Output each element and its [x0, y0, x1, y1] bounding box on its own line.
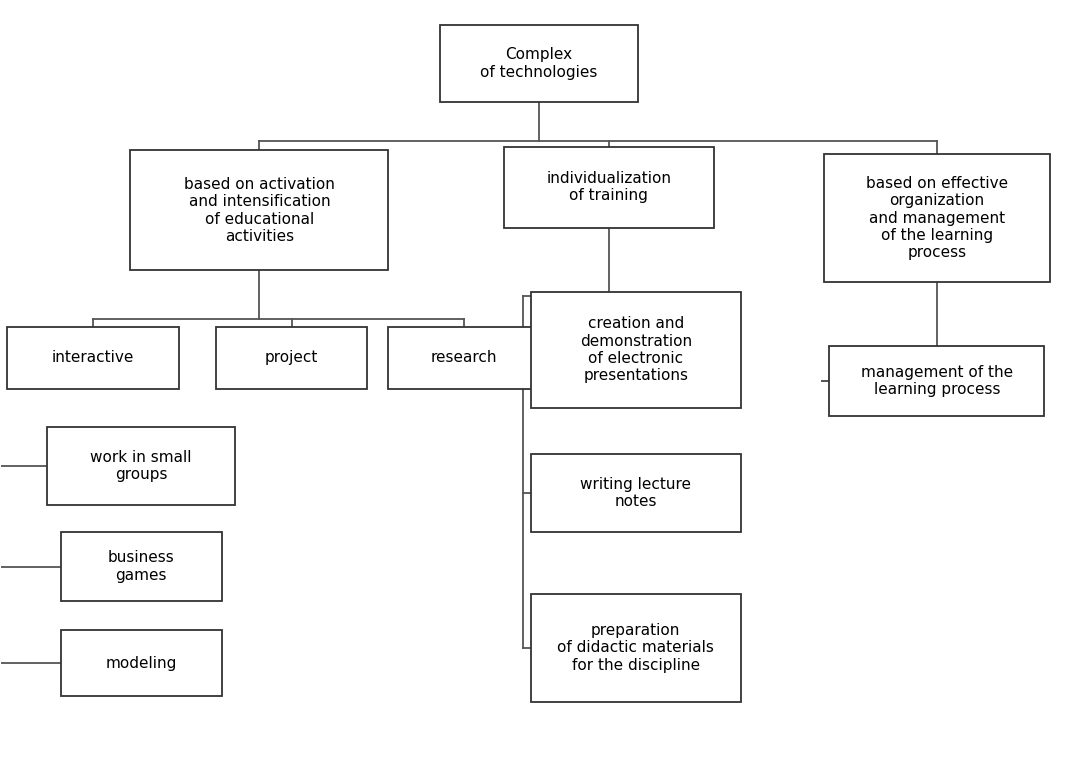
Text: management of the
learning process: management of the learning process	[860, 364, 1013, 397]
FancyBboxPatch shape	[6, 326, 179, 388]
Text: based on effective
organization
and management
of the learning
process: based on effective organization and mana…	[866, 176, 1008, 260]
FancyBboxPatch shape	[505, 147, 714, 228]
FancyBboxPatch shape	[531, 291, 741, 408]
Text: writing lecture
notes: writing lecture notes	[580, 477, 691, 509]
FancyBboxPatch shape	[60, 630, 222, 696]
FancyBboxPatch shape	[388, 326, 539, 388]
FancyBboxPatch shape	[60, 531, 222, 601]
FancyBboxPatch shape	[531, 594, 741, 702]
Text: business
games: business games	[108, 550, 175, 583]
Text: Complex
of technologies: Complex of technologies	[481, 47, 597, 79]
Text: preparation
of didactic materials
for the discipline: preparation of didactic materials for th…	[557, 623, 715, 673]
FancyBboxPatch shape	[440, 25, 638, 102]
Text: work in small
groups: work in small groups	[91, 450, 192, 482]
FancyBboxPatch shape	[130, 151, 388, 270]
Text: individualization
of training: individualization of training	[547, 171, 672, 204]
FancyBboxPatch shape	[47, 427, 235, 504]
Text: creation and
demonstration
of electronic
presentations: creation and demonstration of electronic…	[580, 316, 692, 383]
FancyBboxPatch shape	[829, 346, 1045, 416]
Text: modeling: modeling	[106, 656, 177, 671]
FancyBboxPatch shape	[824, 155, 1050, 282]
Text: project: project	[265, 350, 318, 365]
FancyBboxPatch shape	[531, 455, 741, 531]
Text: interactive: interactive	[52, 350, 134, 365]
Text: research: research	[430, 350, 497, 365]
FancyBboxPatch shape	[217, 326, 367, 388]
Text: based on activation
and intensification
of educational
activities: based on activation and intensification …	[184, 177, 335, 244]
